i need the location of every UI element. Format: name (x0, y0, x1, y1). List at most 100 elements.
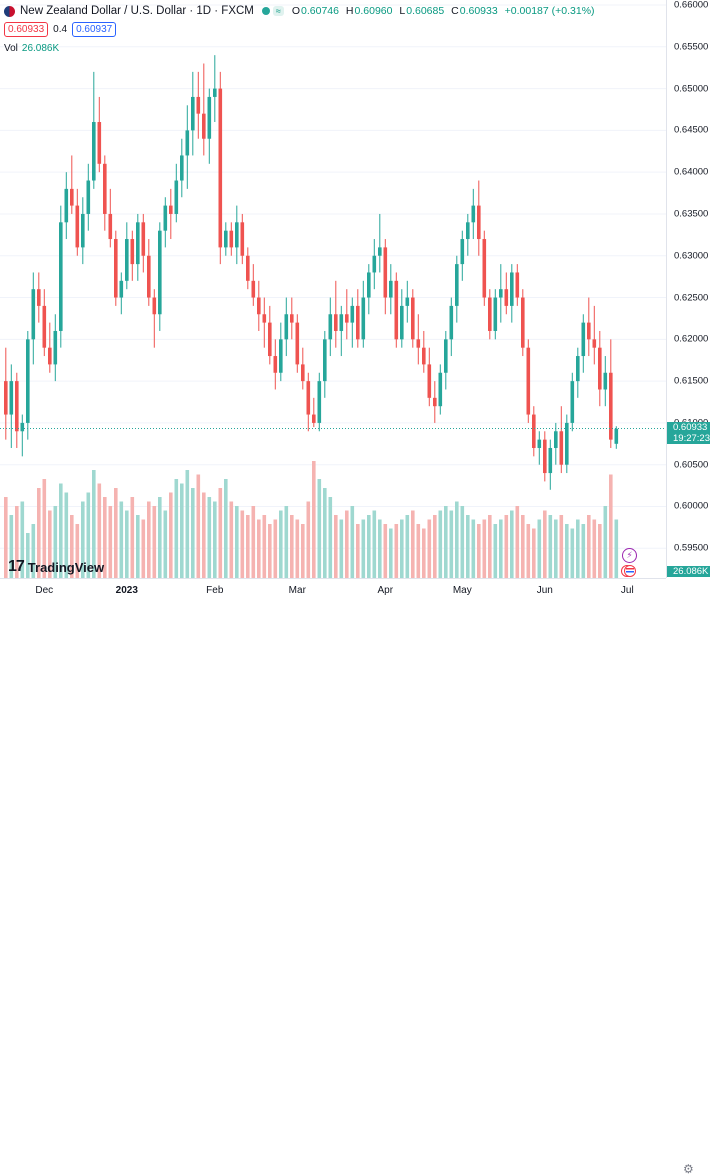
volume-bar (570, 528, 575, 578)
candle (543, 431, 547, 482)
candlestick-chart[interactable] (0, 0, 666, 578)
volume-bar (97, 483, 102, 578)
time-label-feb: Feb (206, 585, 224, 596)
candle-body (581, 322, 586, 357)
volume-bar (532, 528, 536, 578)
candle-body (59, 222, 63, 331)
candle-body (26, 339, 30, 423)
symbol-title[interactable]: New Zealand Dollar / U.S. Dollar · 1D · … (20, 5, 254, 17)
candle-body (592, 339, 597, 348)
volume-bar (174, 479, 179, 578)
candle (136, 213, 140, 281)
volume-bar (103, 497, 107, 578)
candle-body (130, 239, 135, 265)
volume-bar (20, 501, 25, 578)
wave-badge-icon[interactable]: ≈ (272, 6, 284, 16)
time-label-may: May (452, 585, 472, 596)
candle-body (449, 305, 454, 340)
candle-body (378, 247, 382, 256)
volume-bar (136, 515, 140, 578)
volume-bar (339, 519, 344, 578)
candle-body (141, 222, 146, 256)
candle (411, 289, 415, 348)
chart-pane[interactable]: New Zealand Dollar / U.S. Dollar · 1D · … (0, 0, 666, 578)
candle-body (196, 96, 201, 114)
candle (125, 222, 129, 290)
candle-body (444, 339, 448, 373)
candle-body (114, 239, 118, 298)
time-axis[interactable]: Dec 2023 Feb Mar Apr May Jun Jul ⚙ (0, 578, 694, 1176)
candle-body (614, 428, 619, 444)
volume-bar (92, 470, 96, 578)
candle-body (268, 322, 272, 357)
candle-body (438, 372, 443, 407)
volume-bar (499, 519, 503, 578)
candle-body (543, 439, 547, 474)
price-axis[interactable]: 0.66000 0.65500 0.65000 0.64500 0.64000 0.635… (666, 0, 710, 578)
candle-body (257, 297, 261, 315)
candle (279, 322, 283, 382)
volume-bar (581, 524, 586, 578)
candle (356, 289, 360, 348)
sell-price-button[interactable]: 0.60933 (4, 22, 49, 37)
settings-gear-icon[interactable]: ⚙ (683, 1162, 694, 1176)
candle-body (295, 322, 300, 365)
candle-body (301, 364, 305, 382)
volume-bar (301, 524, 305, 578)
volume-legend[interactable]: Vol 26.086K (4, 43, 59, 54)
volume-bar (543, 510, 547, 578)
candle (103, 155, 107, 231)
flash-icon[interactable]: ⚡ (622, 548, 637, 563)
candle (449, 297, 454, 357)
volume-bar (284, 506, 289, 578)
current-price-value: 0.60933 (673, 421, 708, 433)
candle (460, 230, 465, 281)
buy-price-button[interactable]: 0.60937 (72, 22, 117, 37)
candle-body (482, 239, 487, 298)
volume-bar (4, 497, 8, 578)
high-value: 0.60960 (354, 5, 393, 17)
candle (158, 222, 162, 331)
candle-body (86, 180, 91, 214)
candle-body (389, 280, 393, 298)
volume-bar (361, 519, 366, 578)
tradingview-logo[interactable]: 17 TradingView (8, 558, 104, 576)
price-tick-label: 0.60000 (674, 500, 709, 512)
volume-bar (356, 524, 360, 578)
candle-body (42, 305, 47, 348)
volume-bar (295, 519, 300, 578)
candle-body (603, 372, 608, 390)
volume-bar (306, 501, 311, 578)
volume-bar (383, 524, 388, 578)
candle-body (31, 289, 36, 340)
candle (339, 305, 344, 357)
candle-body (471, 205, 476, 223)
volume-bar (614, 519, 619, 578)
economic-events-flag-icon[interactable] (620, 564, 638, 577)
symbol-legend[interactable]: New Zealand Dollar / U.S. Dollar · 1D · … (4, 5, 599, 17)
volume-bar (70, 515, 74, 578)
volume-bar (350, 506, 355, 578)
volume-bar (493, 524, 498, 578)
candle-body (510, 272, 514, 306)
volume-bar (312, 461, 316, 578)
volume-bar (317, 479, 322, 578)
candle-body (609, 372, 613, 440)
volume-bar (565, 524, 569, 578)
candle-body (158, 230, 162, 315)
volume-bar (521, 515, 525, 578)
candle-body (422, 347, 426, 365)
candle (114, 230, 118, 306)
candle-body (246, 255, 250, 281)
candle (147, 239, 151, 306)
candle (273, 339, 278, 390)
price-tick-label: 0.64000 (674, 166, 709, 178)
volume-bar (477, 524, 481, 578)
candle (163, 197, 168, 248)
candle (328, 297, 333, 357)
volume-bar (405, 515, 410, 578)
volume-bar (587, 515, 591, 578)
volume-bar (603, 506, 608, 578)
candle (301, 347, 305, 390)
volume-bar (482, 519, 487, 578)
